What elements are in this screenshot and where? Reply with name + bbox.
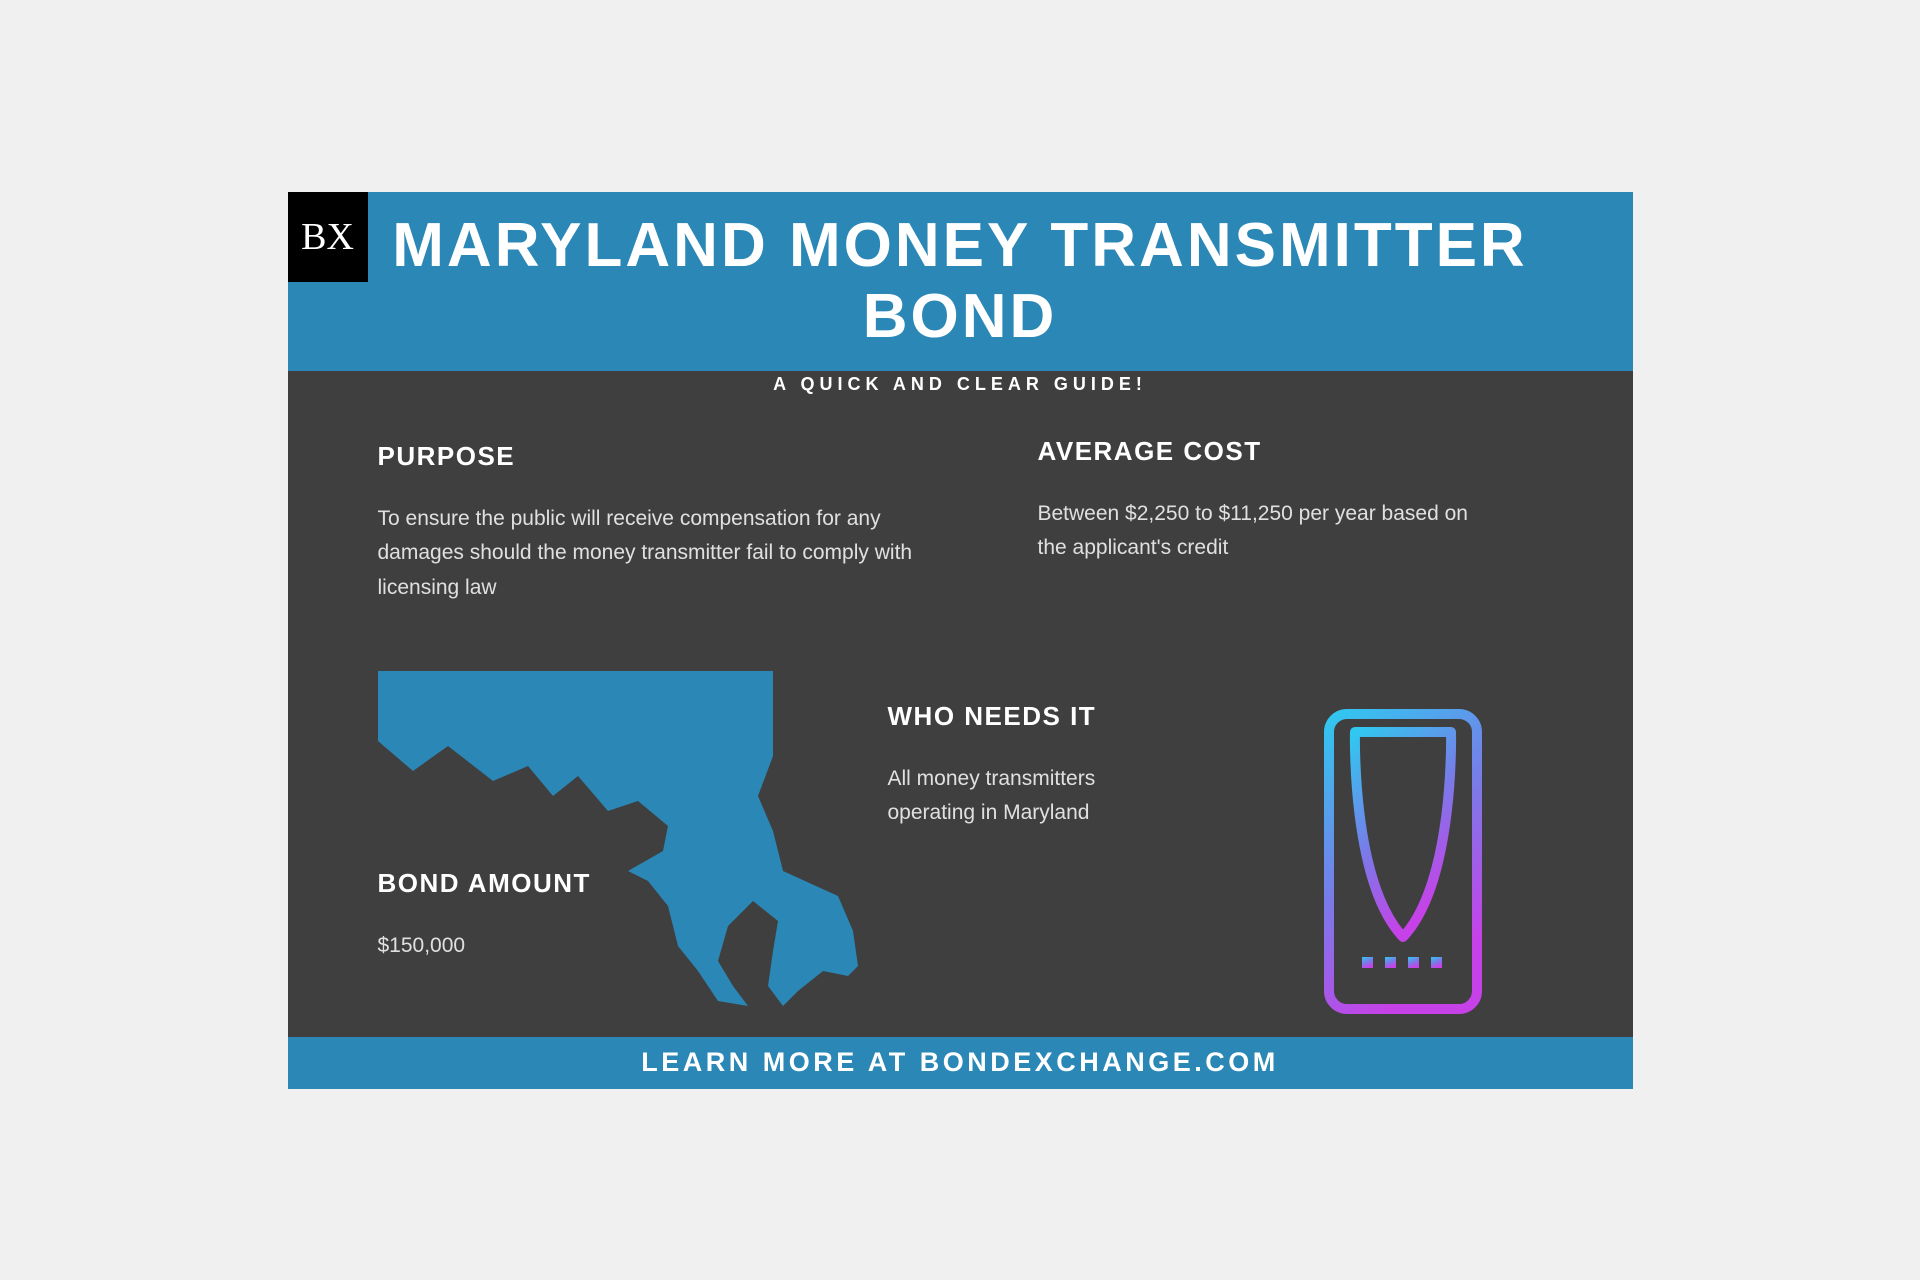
- section-who-needs-it: WHO NEEDS IT All money transmitters oper…: [888, 701, 1188, 831]
- header-bar: BX MARYLAND MONEY TRANSMITTER BOND A QUI…: [288, 192, 1633, 371]
- maryland-map-icon: [378, 671, 918, 1011]
- avg-cost-heading: AVERAGE COST: [1038, 436, 1498, 467]
- logo-bx: BX: [288, 192, 368, 282]
- footer-bar: LEARN MORE AT BONDEXCHANGE.COM: [288, 1037, 1633, 1089]
- who-needs-body: All money transmitters operating in Mary…: [888, 762, 1188, 831]
- section-average-cost: AVERAGE COST Between $2,250 to $11,250 p…: [1038, 436, 1498, 566]
- section-purpose: PURPOSE To ensure the public will receiv…: [378, 441, 918, 606]
- avg-cost-body: Between $2,250 to $11,250 per year based…: [1038, 497, 1498, 566]
- who-needs-heading: WHO NEEDS IT: [888, 701, 1188, 732]
- footer-text: LEARN MORE AT BONDEXCHANGE.COM: [641, 1047, 1279, 1078]
- main-title: MARYLAND MONEY TRANSMITTER BOND: [288, 192, 1633, 352]
- content-area: PURPOSE To ensure the public will receiv…: [288, 371, 1633, 1037]
- transmitter-device-icon: [1313, 632, 1493, 1017]
- purpose-heading: PURPOSE: [378, 441, 918, 472]
- infographic-container: BX MARYLAND MONEY TRANSMITTER BOND A QUI…: [288, 192, 1633, 1089]
- purpose-body: To ensure the public will receive compen…: [378, 502, 918, 606]
